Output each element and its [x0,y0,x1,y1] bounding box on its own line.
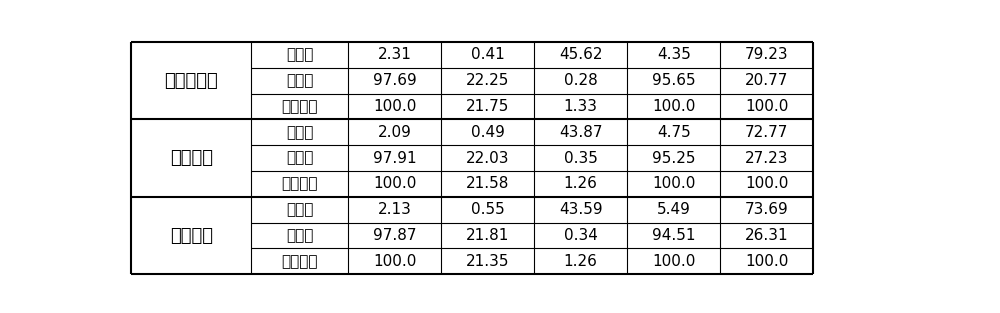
Text: 21.58: 21.58 [466,177,509,191]
Text: 97.87: 97.87 [373,228,416,243]
Text: 2.13: 2.13 [378,202,412,217]
Text: 2.31: 2.31 [378,47,412,62]
Text: 100.0: 100.0 [373,99,416,114]
Text: 4.35: 4.35 [657,47,691,62]
Text: 100.0: 100.0 [745,254,788,269]
Text: 100.0: 100.0 [745,99,788,114]
Text: 26.31: 26.31 [745,228,789,243]
Text: 馒精矿: 馒精矿 [286,202,313,217]
Text: 72.77: 72.77 [745,125,788,140]
Text: 氰化钓法: 氰化钓法 [170,227,213,244]
Text: 1.33: 1.33 [564,99,598,114]
Text: 22.03: 22.03 [466,151,509,166]
Text: 馒精矿: 馒精矿 [286,125,313,140]
Text: 95.65: 95.65 [652,73,696,88]
Text: 2.09: 2.09 [378,125,412,140]
Text: 20.77: 20.77 [745,73,788,88]
Text: 100.0: 100.0 [652,254,695,269]
Text: 79.23: 79.23 [745,47,789,62]
Text: 0.49: 0.49 [471,125,505,140]
Text: 94.51: 94.51 [652,228,695,243]
Text: 97.69: 97.69 [373,73,417,88]
Text: 0.55: 0.55 [471,202,505,217]
Text: 铜精矿: 铜精矿 [286,151,313,166]
Text: 0.35: 0.35 [564,151,598,166]
Text: 73.69: 73.69 [745,202,789,217]
Text: 馒精矿: 馒精矿 [286,47,313,62]
Text: 43.87: 43.87 [559,125,602,140]
Text: 97.91: 97.91 [373,151,417,166]
Text: 100.0: 100.0 [652,99,695,114]
Text: 22.25: 22.25 [466,73,509,88]
Text: 硫化钓法: 硫化钓法 [170,149,213,167]
Text: 100.0: 100.0 [745,177,788,191]
Text: 5.49: 5.49 [657,202,691,217]
Text: 本发明方法: 本发明方法 [164,72,218,90]
Text: 0.34: 0.34 [564,228,598,243]
Text: 100.0: 100.0 [373,177,416,191]
Text: 4.75: 4.75 [657,125,691,140]
Text: 0.28: 0.28 [564,73,598,88]
Text: 45.62: 45.62 [559,47,602,62]
Text: 21.81: 21.81 [466,228,509,243]
Text: 铜精矿: 铜精矿 [286,228,313,243]
Text: 混合精矿: 混合精矿 [282,177,318,191]
Text: 混合精矿: 混合精矿 [282,254,318,269]
Text: 100.0: 100.0 [652,177,695,191]
Text: 1.26: 1.26 [564,177,598,191]
Text: 95.25: 95.25 [652,151,695,166]
Text: 21.35: 21.35 [466,254,509,269]
Text: 100.0: 100.0 [373,254,416,269]
Text: 0.41: 0.41 [471,47,505,62]
Text: 21.75: 21.75 [466,99,509,114]
Text: 混合精矿: 混合精矿 [282,99,318,114]
Text: 27.23: 27.23 [745,151,788,166]
Text: 1.26: 1.26 [564,254,598,269]
Text: 铜精矿: 铜精矿 [286,73,313,88]
Text: 43.59: 43.59 [559,202,603,217]
